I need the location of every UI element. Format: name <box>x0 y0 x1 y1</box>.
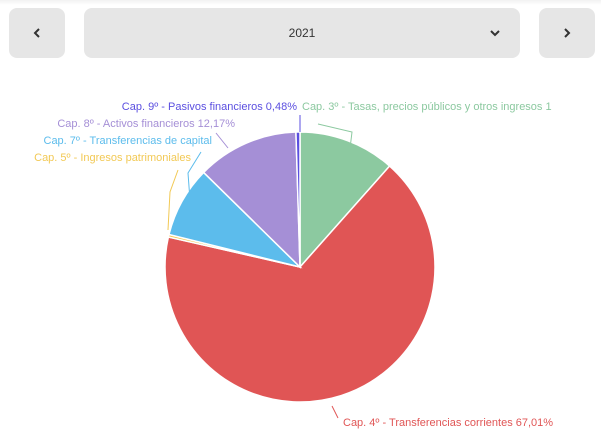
pie-slice-5[interactable] <box>202 131 301 269</box>
chevron-down-icon <box>490 30 500 37</box>
slice-leader-line-3 <box>167 169 179 231</box>
slice-label-1: Cap. 3º - Tasas, precios públicos y otro… <box>302 101 552 113</box>
slice-label-6: Cap. 9º - Pasivos financieros 0,48% <box>122 101 297 113</box>
pie-slices <box>164 131 436 403</box>
year-select[interactable]: 2021 <box>84 8 520 58</box>
slice-leader-line-2 <box>331 405 339 419</box>
slice-label-3: Cap. 5º - Ingresos patrimoniales <box>34 152 191 164</box>
pie-chart: Cap. 3º - Tasas, precios públicos y otro… <box>34 101 553 429</box>
slice-leader-line-5 <box>215 132 229 149</box>
chevron-left-icon <box>33 28 40 38</box>
previous-year-button[interactable] <box>9 8 65 58</box>
next-year-button[interactable] <box>539 8 595 58</box>
top-edge <box>0 0 601 5</box>
pie-slice-2[interactable] <box>164 164 436 403</box>
selected-year: 2021 <box>288 26 316 40</box>
slice-leader-line-4 <box>187 151 202 201</box>
slice-label-4: Cap. 7º - Transferencias de capital <box>44 135 213 147</box>
slice-label-2: Cap. 4º - Transferencias corrientes 67,0… <box>343 417 553 429</box>
slice-leader-line-1 <box>317 123 353 166</box>
pie-slice-1[interactable] <box>299 131 391 269</box>
slice-label-5: Cap. 8º - Activos financieros 12,17% <box>57 118 235 130</box>
chevron-right-icon <box>564 28 571 38</box>
